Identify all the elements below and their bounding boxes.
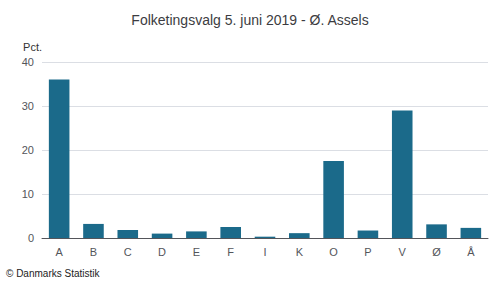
svg-text:O: O (329, 246, 338, 258)
svg-text:E: E (193, 246, 200, 258)
svg-text:40: 40 (22, 56, 34, 68)
svg-text:20: 20 (22, 144, 34, 156)
svg-text:C: C (124, 246, 132, 258)
svg-text:A: A (55, 246, 63, 258)
svg-text:Pct.: Pct. (23, 41, 42, 53)
svg-text:F: F (227, 246, 234, 258)
svg-text:K: K (296, 246, 304, 258)
svg-text:B: B (90, 246, 97, 258)
svg-text:10: 10 (22, 188, 34, 200)
svg-text:I: I (263, 246, 266, 258)
svg-text:D: D (158, 246, 166, 258)
svg-text:Ø: Ø (432, 246, 441, 258)
svg-text:V: V (399, 246, 407, 258)
svg-text:P: P (364, 246, 371, 258)
svg-text:30: 30 (22, 100, 34, 112)
svg-text:Folketingsvalg 5. juni 2019 -: Folketingsvalg 5. juni 2019 - Ø. Assels (131, 12, 368, 28)
svg-text:0: 0 (28, 232, 34, 244)
svg-text:© Danmarks Statistik: © Danmarks Statistik (6, 268, 101, 279)
svg-text:Å: Å (467, 246, 475, 258)
